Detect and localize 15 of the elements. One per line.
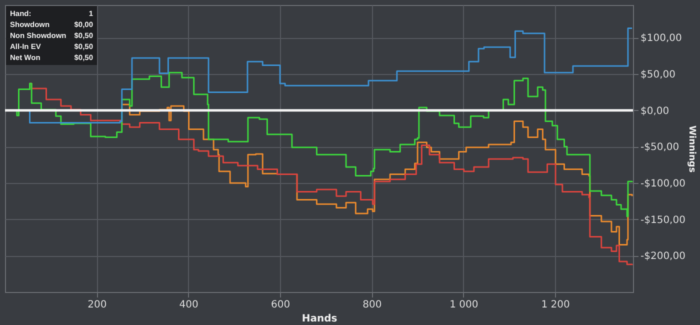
y-tick-label: -$50,00 xyxy=(640,142,680,154)
x-tick-label: 1 000 xyxy=(450,300,478,310)
x-tick-label: 600 xyxy=(270,300,290,310)
x-tick-label: 800 xyxy=(362,300,382,310)
x-tick-label: 400 xyxy=(179,300,198,310)
y-tick-label: $50,00 xyxy=(640,70,676,81)
x-axis-title: Hands xyxy=(302,314,338,324)
y-tick-label: -$100,00 xyxy=(640,178,686,190)
x-tick-label: 1 200 xyxy=(541,300,570,310)
x-tick-label: 200 xyxy=(88,300,107,310)
y-tick-label: -$200,00 xyxy=(640,251,686,262)
y-tick-label: $100,00 xyxy=(640,33,682,44)
y-axis-title: Winnings xyxy=(686,125,696,173)
y-tick-label: -$150,00 xyxy=(640,214,686,226)
y-tick-label: $0,00 xyxy=(640,106,670,117)
